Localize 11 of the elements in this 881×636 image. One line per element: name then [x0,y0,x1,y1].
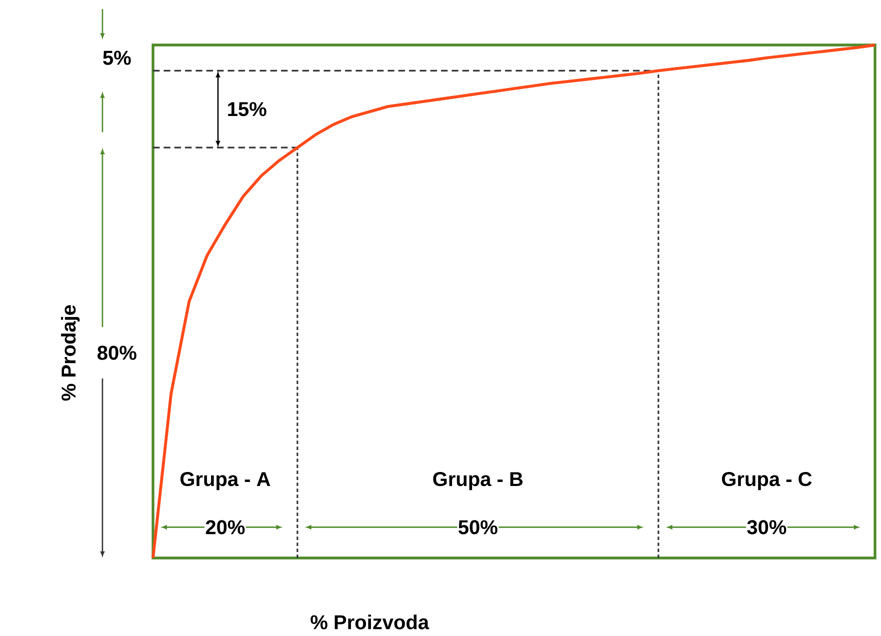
annotation: Grupa - C [722,472,812,490]
annotation: 50% [458,520,498,534]
x-axis-title: % Proizvoda [310,614,430,630]
annotation: 20% [206,520,245,534]
text: 5% [103,50,131,65]
y-axis-title: % Prodaje [61,305,80,401]
annotation: 30% [747,520,786,534]
text: 80% [98,346,136,360]
annotation: Grupa - A [180,472,270,490]
annotation: 15% [228,102,266,116]
annotation: Grupa - B [433,472,523,490]
